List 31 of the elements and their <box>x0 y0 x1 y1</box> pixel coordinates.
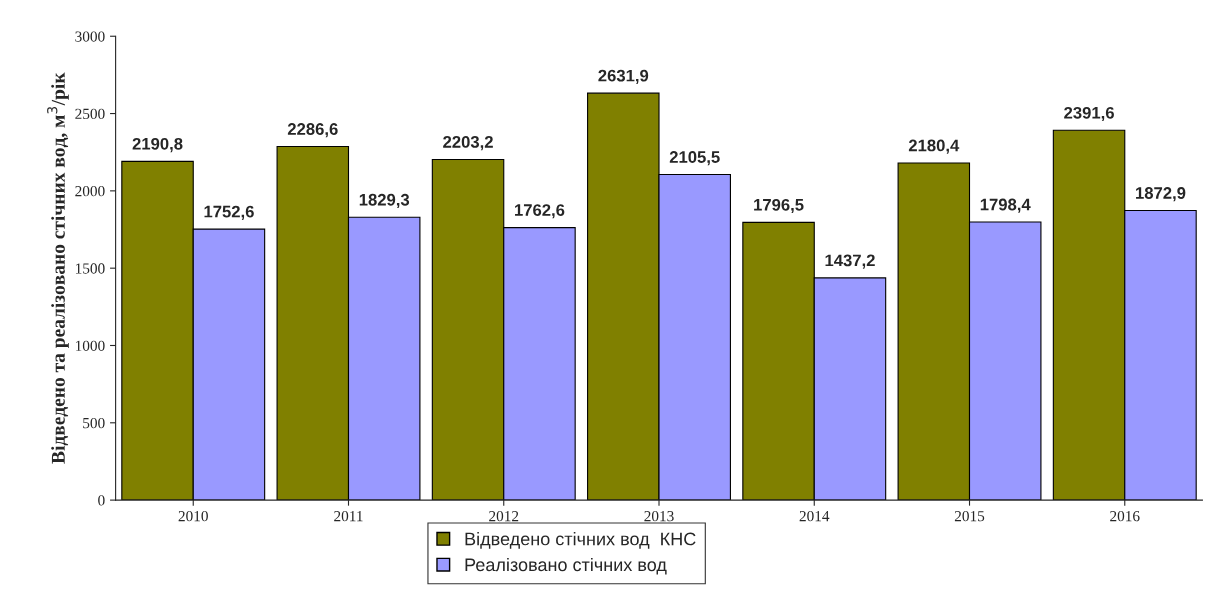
x-tick-label: 2012 <box>489 510 519 522</box>
data-label: 1752,6 <box>204 205 254 220</box>
y-tick-label: 3000 <box>75 31 105 42</box>
data-label: 2391,6 <box>1064 106 1114 122</box>
data-label: 1437,2 <box>825 254 875 269</box>
data-label: 2286,6 <box>287 123 338 138</box>
data-label: 1796,5 <box>754 198 804 214</box>
legend-label: Відведено стічних вод КНС <box>465 532 696 549</box>
data-label: 2631,9 <box>598 69 649 84</box>
data-label: 2190,8 <box>132 137 183 153</box>
data-label: 1829,3 <box>359 193 410 209</box>
data-label: 1872,9 <box>1136 187 1186 202</box>
y-tick-label: 1500 <box>75 263 105 274</box>
y-tick-label: 2500 <box>75 108 105 119</box>
y-axis-title: Відведено та реалізовано стічних вод, м$^{3}$/рік <box>47 72 69 464</box>
data-label: 2203,2 <box>443 136 493 151</box>
y-tick-label: 1000 <box>75 340 105 351</box>
data-label: 1798,4 <box>980 198 1031 213</box>
data-label: 2180,4 <box>908 139 960 154</box>
y-tick-label: 500 <box>83 417 105 429</box>
data-label: 2105,5 <box>669 151 720 166</box>
x-tick-label: 2013 <box>644 510 674 522</box>
y-tick-label: 2000 <box>75 186 105 197</box>
x-tick-label: 2015 <box>954 510 985 522</box>
x-tick-label: 2010 <box>178 510 208 522</box>
x-tick-label: 2016 <box>1110 510 1140 522</box>
legend-label: Реалізовано стічних вод <box>465 557 667 575</box>
x-tick-label: 2014 <box>799 510 830 522</box>
x-tick-label: 2011 <box>334 510 363 522</box>
y-tick-label: 0 <box>98 495 105 506</box>
data-label: 1762,6 <box>515 204 565 219</box>
